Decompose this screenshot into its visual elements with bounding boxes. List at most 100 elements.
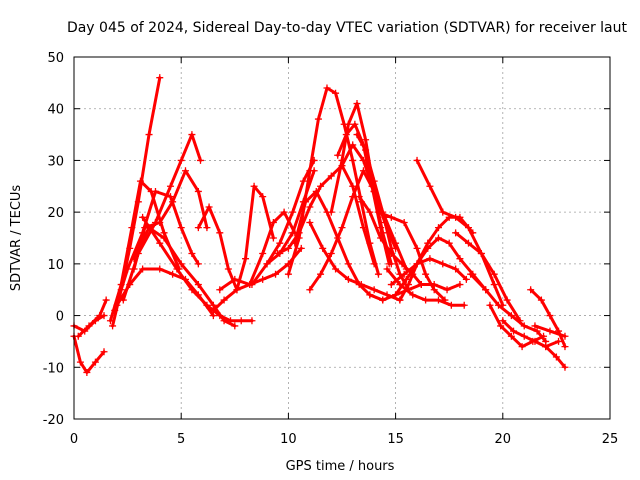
series-line (250, 158, 316, 286)
data-point (259, 250, 267, 258)
data-point (203, 301, 211, 309)
data-point (349, 182, 357, 190)
x-tick-label: 20 (495, 432, 512, 447)
data-point (452, 213, 460, 221)
data-point (263, 260, 271, 268)
chart-title: Day 045 of 2024, Sidereal Day-to-day VTE… (67, 20, 628, 36)
data-point (156, 218, 164, 226)
data-point (409, 291, 417, 299)
data-point (136, 177, 144, 185)
data-point (413, 260, 421, 268)
data-point (284, 270, 292, 278)
data-point (424, 239, 432, 247)
grid-lines (74, 57, 610, 419)
data-point (259, 193, 267, 201)
data-point (145, 131, 153, 139)
y-tick-label: -20 (43, 413, 64, 428)
series-arc-28 (374, 208, 449, 304)
data-point (224, 265, 232, 273)
data-point (503, 296, 511, 304)
data-point (297, 244, 305, 252)
data-point (291, 239, 299, 247)
data-point (555, 337, 563, 345)
data-point (518, 343, 526, 351)
data-point (113, 301, 121, 309)
data-point (166, 193, 174, 201)
series-arc-11 (139, 213, 256, 325)
series-arc-07 (113, 265, 217, 320)
data-point (439, 208, 447, 216)
data-point (306, 203, 314, 211)
data-point (109, 322, 117, 330)
y-tick-label: 30 (47, 154, 64, 169)
data-point (299, 177, 307, 185)
data-point (531, 337, 539, 345)
data-point (377, 234, 385, 242)
series-line (211, 246, 303, 312)
data-point (552, 353, 560, 361)
data-series (70, 74, 569, 376)
data-point (362, 146, 370, 154)
data-point (173, 265, 181, 273)
data-point (377, 224, 385, 232)
data-point (464, 224, 472, 232)
data-point (344, 260, 352, 268)
data-point (327, 208, 335, 216)
data-point (434, 224, 442, 232)
data-point (272, 270, 280, 278)
data-point (284, 244, 292, 252)
data-point (422, 270, 430, 278)
data-point (398, 260, 406, 268)
series-line (415, 158, 505, 307)
data-point (467, 270, 475, 278)
data-point (404, 281, 412, 289)
data-point (181, 167, 189, 175)
data-point (74, 332, 82, 340)
data-point (332, 89, 340, 97)
data-point (314, 115, 322, 123)
data-point (366, 291, 374, 299)
data-point (250, 182, 258, 190)
data-point (434, 296, 442, 304)
series-arc-03 (74, 296, 110, 340)
data-point (231, 322, 239, 330)
data-point (327, 250, 335, 258)
data-point (452, 229, 460, 237)
data-point (237, 317, 245, 325)
data-point (546, 327, 554, 335)
data-point (194, 260, 202, 268)
data-point (306, 218, 314, 226)
data-point (274, 250, 282, 258)
data-point (370, 177, 378, 185)
data-point (357, 281, 365, 289)
series-arc-26 (306, 218, 404, 304)
data-point (227, 317, 235, 325)
data-point (374, 270, 382, 278)
data-point (413, 244, 421, 252)
data-point (96, 312, 104, 320)
data-point (510, 327, 518, 335)
data-point (353, 131, 361, 139)
data-point (342, 131, 350, 139)
data-point (349, 141, 357, 149)
data-point (366, 208, 374, 216)
data-point (546, 312, 554, 320)
data-point (130, 265, 138, 273)
data-point (269, 234, 277, 242)
data-point (366, 239, 374, 247)
data-point (392, 239, 400, 247)
data-point (456, 255, 464, 263)
series-line (454, 231, 522, 323)
data-point (302, 198, 310, 206)
data-point (231, 275, 239, 283)
data-point (374, 208, 382, 216)
y-tick-label: 50 (47, 51, 64, 66)
data-point (289, 208, 297, 216)
data-point (531, 322, 539, 330)
data-point (169, 198, 177, 206)
data-point (119, 296, 127, 304)
data-point (486, 301, 494, 309)
data-point (194, 224, 202, 232)
data-point (456, 281, 464, 289)
x-axis-label: GPS time / hours (286, 459, 395, 474)
